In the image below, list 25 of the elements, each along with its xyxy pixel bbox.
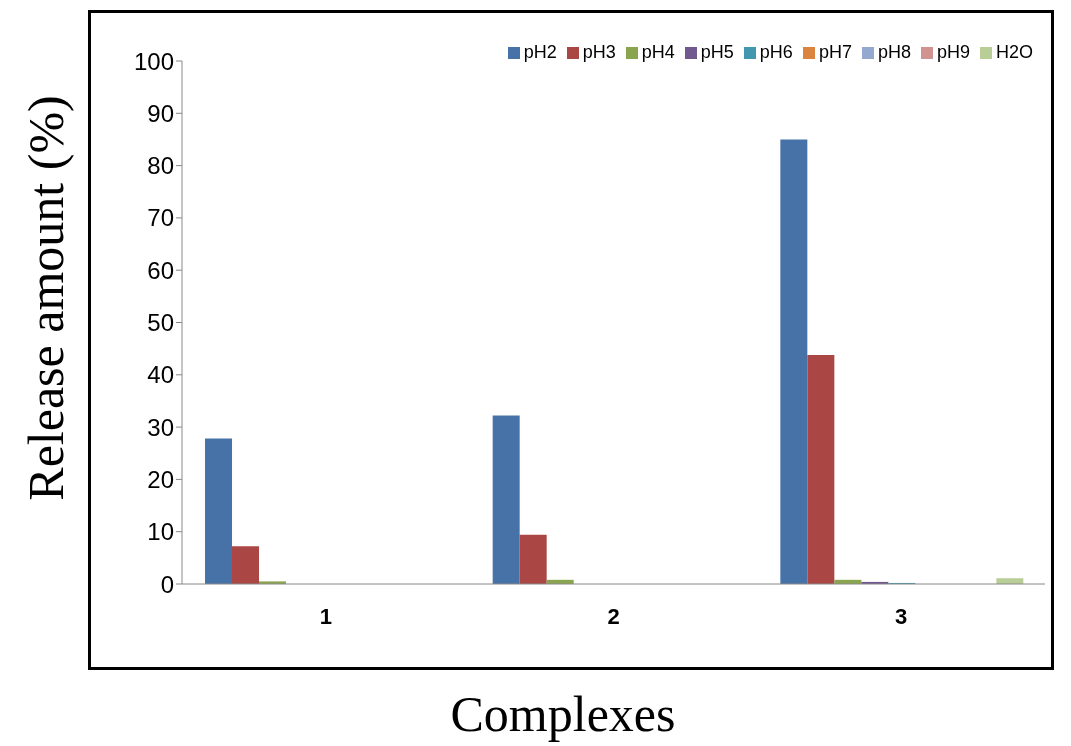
y-tick-label: 40: [147, 361, 174, 389]
legend-label: pH4: [641, 42, 675, 62]
legend-label: pH8: [877, 42, 911, 62]
y-tick-label: 10: [147, 518, 174, 546]
legend-label: H2O: [995, 42, 1033, 62]
legend-label: pH9: [936, 42, 970, 62]
legend-label: pH3: [582, 42, 616, 62]
y-tick-label: 30: [147, 413, 174, 441]
y-tick-label: 0: [160, 570, 174, 598]
legend-label: pH5: [700, 42, 734, 62]
legend-label: pH7: [818, 42, 852, 62]
x-tick-label: 1: [319, 603, 332, 629]
y-tick-label: 80: [147, 152, 174, 180]
legend-label: pH6: [759, 42, 793, 62]
x-axis-title: Complexes: [450, 685, 676, 743]
y-axis-title: Release amount (%): [17, 95, 75, 501]
y-tick-label: 100: [133, 47, 174, 75]
y-tick-label: 20: [147, 465, 174, 493]
y-tick-label: 70: [147, 204, 174, 232]
x-tick-label: 3: [895, 603, 908, 629]
y-tick-label: 50: [147, 309, 174, 337]
y-tick-label: 90: [147, 99, 174, 127]
y-tick-label: 60: [147, 256, 174, 284]
x-tick-label: 2: [607, 603, 620, 629]
legend-label: pH2: [523, 42, 557, 62]
